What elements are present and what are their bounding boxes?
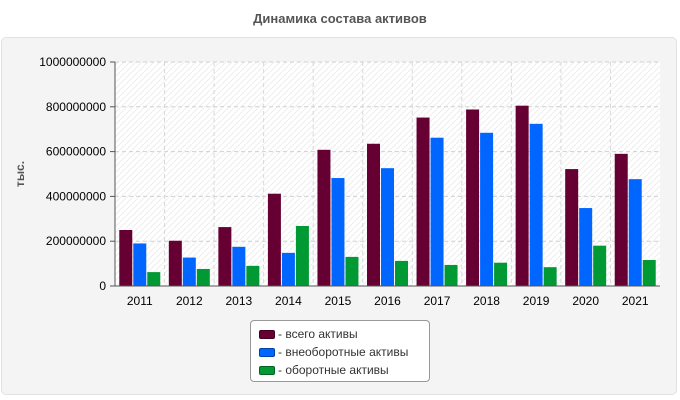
bar-noncurrent-2012	[182, 257, 196, 286]
bars	[119, 105, 656, 287]
legend: - всего активы - внеоборотные активы - о…	[250, 320, 430, 382]
y-axis-label: тыс.	[13, 161, 27, 187]
y-tick-label: 200000000	[46, 234, 106, 248]
bar-current-2014	[295, 225, 309, 286]
bar-current-2012	[196, 268, 210, 286]
bar-noncurrent-2011	[133, 243, 147, 286]
legend-item-noncurrent: - внеоборотные активы	[259, 343, 429, 361]
legend-item-current: - оборотные активы	[259, 361, 429, 379]
bar-total-2012	[168, 240, 182, 286]
bar-current-2021	[642, 260, 656, 286]
legend-swatch-current	[259, 365, 275, 375]
x-tick-label: 2015	[325, 294, 352, 308]
x-tick-label: 2017	[424, 294, 451, 308]
x-tick-label: 2016	[374, 294, 401, 308]
x-tick-label: 2011	[127, 294, 153, 308]
y-tick-labels: 0 200000000 400000000 600000000 800000000 100…	[39, 55, 106, 293]
bar-noncurrent-2016	[381, 168, 394, 286]
grid-lines	[115, 61, 660, 286]
y-tick-label: 800000000	[46, 100, 106, 114]
bar-current-2017	[444, 264, 458, 286]
bar-noncurrent-2019	[529, 123, 543, 286]
legend-swatch-noncurrent	[259, 347, 275, 357]
bar-current-2019	[543, 267, 557, 286]
bar-total-2020	[565, 169, 579, 286]
bar-total-2013	[218, 227, 232, 286]
bar-current-2016	[395, 260, 408, 286]
y-tick-label: 600000000	[46, 145, 106, 159]
bar-total-2014	[267, 193, 281, 286]
bar-total-2011	[119, 230, 133, 286]
y-tick-label: 0	[99, 279, 106, 293]
bar-current-2020	[593, 245, 607, 286]
bar-total-2015	[317, 149, 331, 286]
x-tick-label: 2021	[622, 294, 649, 308]
bar-noncurrent-2015	[331, 178, 345, 286]
bar-current-2018	[494, 262, 508, 286]
x-tick-label: 2012	[176, 294, 203, 308]
x-tick-label: 2013	[226, 294, 253, 308]
y-tick-label: 1000000000	[39, 55, 106, 69]
bar-current-2015	[345, 256, 359, 286]
bar-noncurrent-2013	[232, 246, 246, 286]
bar-total-2021	[614, 153, 628, 286]
chart-title: Динамика состава активов	[253, 11, 427, 26]
bar-total-2019	[515, 105, 529, 287]
bar-total-2017	[416, 117, 430, 286]
bar-total-2018	[466, 109, 480, 286]
legend-item-total: - всего активы	[259, 325, 429, 343]
legend-label-current: - оборотные активы	[278, 363, 389, 377]
bar-noncurrent-2021	[628, 179, 642, 286]
legend-label-noncurrent: - внеоборотные активы	[278, 345, 409, 359]
x-tick-label: 2018	[473, 294, 500, 308]
legend-label-total: - всего активы	[278, 327, 358, 341]
axes	[110, 61, 660, 287]
bar-total-2016	[367, 143, 380, 286]
x-tick-labels: 2011 2012 2013 2014 2015 2016 2017 2018 2019 2020…	[127, 294, 649, 308]
bar-noncurrent-2020	[579, 208, 593, 286]
x-tick-label: 2014	[275, 294, 302, 308]
bar-noncurrent-2017	[430, 137, 444, 286]
x-tick-label: 2019	[523, 294, 550, 308]
bar-current-2011	[147, 272, 161, 286]
y-tick-label: 400000000	[46, 189, 106, 203]
bar-current-2013	[246, 265, 260, 286]
legend-swatch-total	[259, 329, 275, 339]
bar-noncurrent-2018	[480, 132, 494, 286]
x-tick-label: 2020	[572, 294, 599, 308]
bar-noncurrent-2014	[281, 252, 295, 286]
